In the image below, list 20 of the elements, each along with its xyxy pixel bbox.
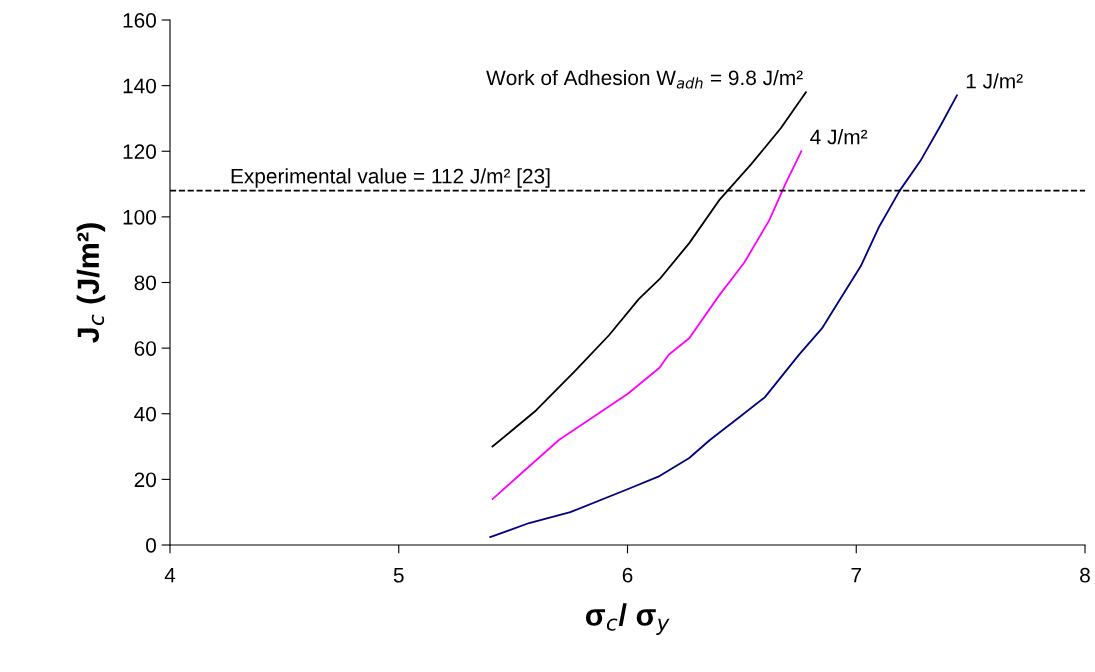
x-tick-label: 8 <box>1080 567 1090 583</box>
y-tick-label: 100 <box>123 209 156 225</box>
y-tick-label: 0 <box>146 538 156 553</box>
x-tick-label: 7 <box>851 567 861 583</box>
y-tick-label: 160 <box>123 13 156 28</box>
x-tick-label: 6 <box>622 567 633 583</box>
y-tick-label: 80 <box>134 275 156 291</box>
y-axis-title: J$_{c}$ (J/m²) <box>76 223 106 343</box>
y-tick-label: 120 <box>123 144 156 159</box>
x-tick-label: 5 <box>393 567 404 583</box>
x-tick-label: 4 <box>164 567 176 583</box>
y-tick-label: 20 <box>134 472 156 488</box>
y-tick-label: 40 <box>134 406 156 422</box>
annotation: Experimental value = 112 J/m² [23] <box>231 168 550 188</box>
series-label: Work of Adhesion W$_{adh}$ = 9.8 J/m² <box>486 69 803 89</box>
series-label: 4 J/m² <box>810 129 868 145</box>
y-tick-label: 60 <box>134 341 156 356</box>
series-label: 1 J/m² <box>966 73 1023 89</box>
y-tick-label: 140 <box>123 78 156 94</box>
x-axis-title: σ$_{c}$/ σ$_{y}$ <box>585 603 670 635</box>
